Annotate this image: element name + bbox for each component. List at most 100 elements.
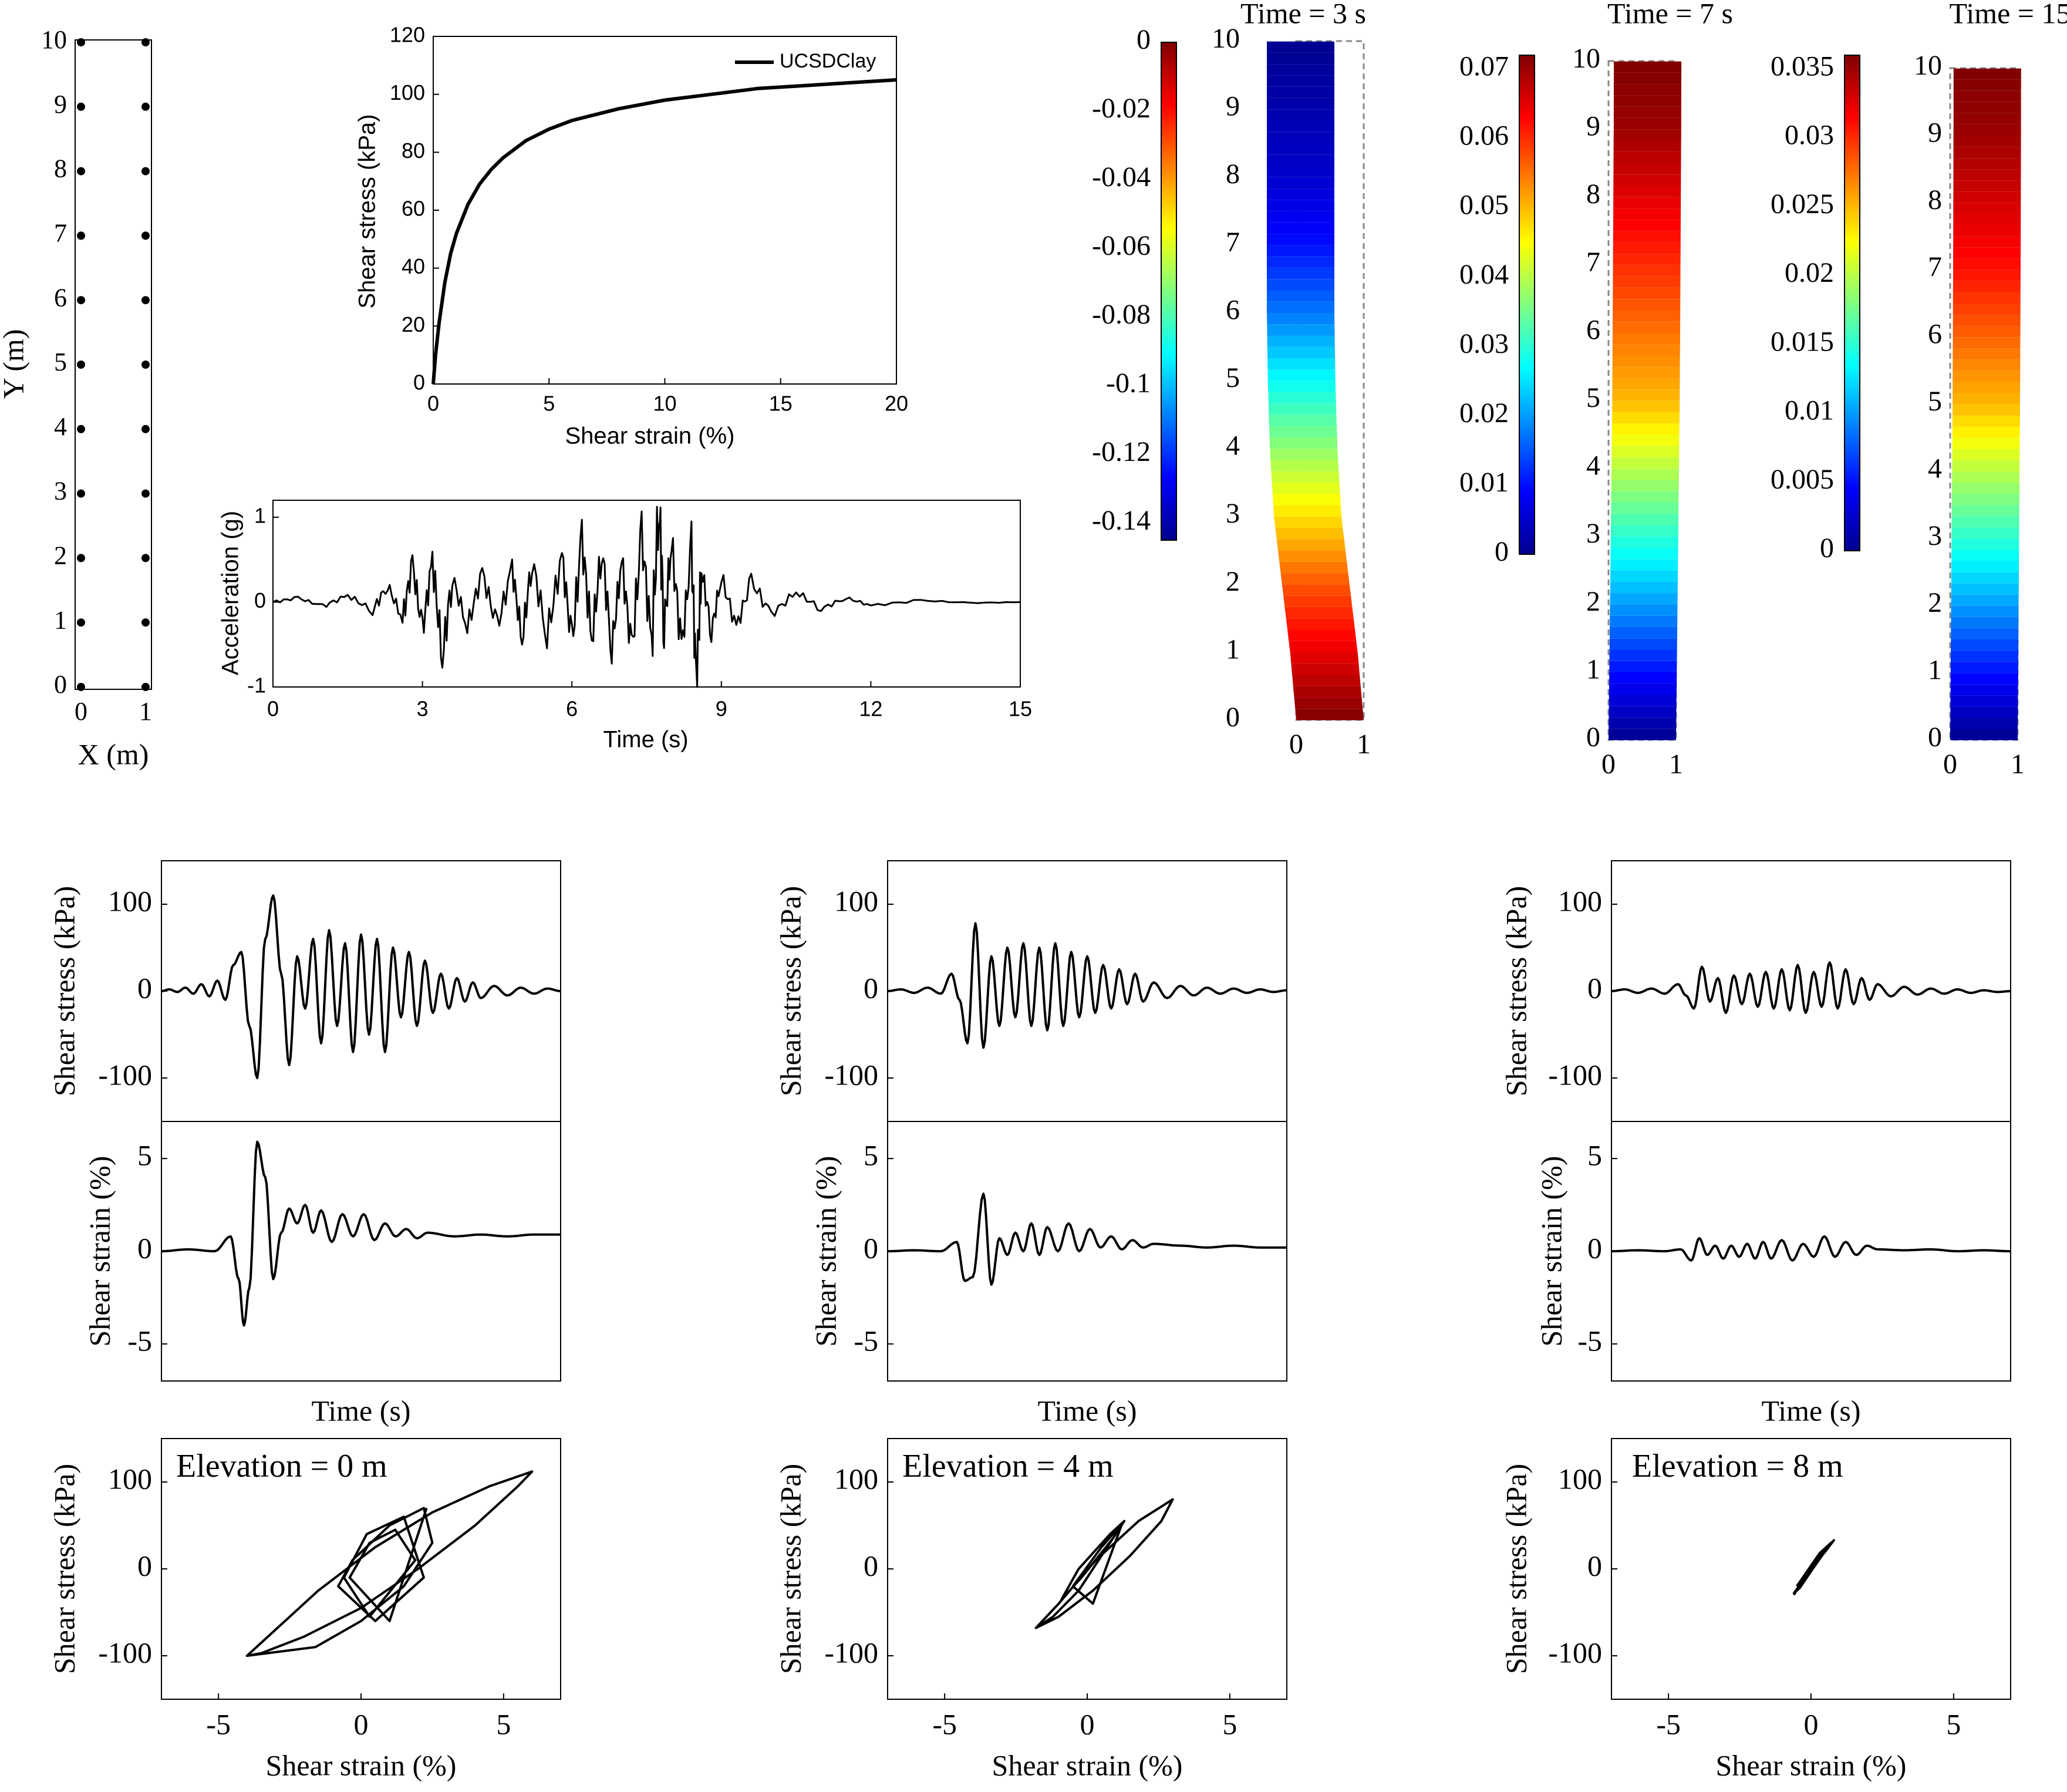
y-axis-label: Shear stress (kPa) [355, 114, 380, 308]
colorbar [1844, 55, 1860, 551]
deformed-strip [1609, 649, 1677, 661]
mesh-node [141, 683, 150, 691]
deformed-strip [1953, 102, 2021, 113]
deformed-strip [1276, 539, 1346, 551]
ytick-label: 0 [137, 1549, 152, 1582]
deformed-strip [1612, 344, 1680, 356]
ytick-label: 7 [1928, 251, 1942, 282]
deformed-strip [1953, 348, 2021, 360]
deform15-plot: 0 0.005 0.01 0.015 0.02 0.025 0.03 0.035 0 1 2 3 4 5 6… [1771, 0, 2067, 780]
hysteresis-loop [245, 1470, 534, 1657]
colorbar-tick-label: 0 [1820, 533, 1834, 564]
deformed-strip [1953, 370, 2021, 382]
deformed-strip [1609, 729, 1677, 740]
deformed-strip [1610, 559, 1678, 571]
mesh-plot: 0 1 2 3 4 5 6 7 8 9 10 0 1 X (m) Y (m) [0, 25, 152, 770]
ytick-label: 5 [1586, 382, 1600, 413]
ytick-label: 1 [254, 503, 266, 527]
deformed-strip [1611, 514, 1679, 526]
colorbar-tick-label: 0.03 [1785, 120, 1834, 151]
deformed-strip [1613, 117, 1681, 130]
colorbar-tick-label: 0.025 [1771, 188, 1834, 220]
deformed-strip [1277, 550, 1347, 562]
deformed-strip [1951, 594, 2019, 606]
colorbar-tick-label: 0 [1137, 24, 1151, 55]
deformed-strip [1267, 132, 1334, 143]
deformed-strip [1952, 449, 2020, 460]
deformed-strip [1953, 136, 2021, 147]
ytick-label: 10 [1212, 23, 1240, 54]
ytick-label: 4 [54, 412, 67, 441]
deformed-strip [1267, 245, 1334, 257]
deformed-strip [1267, 301, 1334, 313]
deformed-strip [1610, 593, 1678, 605]
ytick-label: 7 [1226, 227, 1240, 258]
deformed-strip [1267, 166, 1334, 177]
x-axis-label: Time (s) [603, 727, 688, 753]
ytick-label: 100 [1558, 1462, 1602, 1495]
time-history-line [1611, 1235, 2011, 1262]
deformed-strip [1267, 234, 1334, 245]
ytick-label: 6 [54, 283, 67, 312]
deformed-strip [1613, 140, 1681, 152]
y-axis-label: Shear stress (kPa) [774, 1464, 807, 1674]
deformed-strip [1951, 516, 2019, 528]
xtick-label: 10 [653, 392, 676, 416]
deformed-strip [1290, 652, 1359, 664]
deformed-strip [1953, 236, 2021, 248]
colorbar-tick-label: 0.01 [1459, 467, 1509, 498]
deformed-strip [1292, 675, 1361, 686]
loop_e4-plot: -5 0 5 100 0 -100 Elevation = 4 m Shear stress … [774, 1438, 1287, 1781]
ytick-label: 0 [137, 1231, 152, 1264]
deformed-strip [1614, 84, 1681, 96]
deformed-strip [1613, 186, 1681, 197]
deformed-strip [1269, 437, 1338, 449]
deformed-strip [1952, 483, 2020, 494]
ytick-label: 60 [402, 197, 425, 221]
deformed-strip [1613, 106, 1681, 118]
deformed-strip [1289, 641, 1358, 652]
y-axis-label: Acceleration (g) [218, 511, 244, 675]
deformed-strip [1267, 335, 1335, 347]
deformed-strip [1953, 304, 2021, 315]
backbone-axes [433, 36, 897, 385]
time-history-line [887, 1193, 1287, 1286]
deformed-strip [1953, 147, 2021, 159]
ytick-label: 0 [1586, 722, 1600, 753]
deformed-strip [1951, 527, 2019, 539]
ytick-label: 0 [1226, 702, 1240, 733]
time-history-line [161, 894, 561, 1079]
colorbar-tick-label: 0.03 [1459, 328, 1509, 359]
deformed-strip [1611, 423, 1680, 435]
xtick-label: 3 [417, 697, 429, 721]
mesh-node [141, 231, 150, 240]
xtick-label: 0 [1601, 749, 1616, 780]
deformed-strip [1610, 525, 1678, 537]
deformed-strip [1267, 188, 1334, 200]
xtick-label: 1 [1669, 749, 1683, 780]
deformed-strip [1613, 95, 1681, 107]
xtick-label: 0 [354, 1707, 369, 1740]
ytick-label: 5 [1226, 362, 1240, 393]
ytick-label: 10 [1572, 43, 1600, 74]
xtick-label: -5 [206, 1707, 231, 1740]
ytick-label: 5 [864, 1139, 878, 1172]
deformed-strip [1609, 672, 1677, 684]
xtick-label: 5 [1946, 1707, 1961, 1740]
deformed-strip [1267, 346, 1336, 359]
ytick-label: 0 [413, 370, 425, 395]
deformed-strip [1614, 61, 1682, 73]
deformed-strip [1613, 197, 1681, 209]
deformed-strip [1953, 113, 2021, 124]
ytick-label: 0 [864, 1549, 878, 1582]
colorbar [1519, 55, 1535, 555]
xtick-label: 0 [427, 392, 439, 416]
mesh-node [77, 554, 85, 562]
time-history-line [1611, 961, 2011, 1014]
ytick-label: 0 [1587, 1549, 1602, 1582]
deformed-strip [1295, 709, 1364, 720]
deformed-strip [1269, 426, 1337, 437]
time-history-line [161, 1140, 561, 1327]
deformed-strip [1612, 378, 1680, 390]
